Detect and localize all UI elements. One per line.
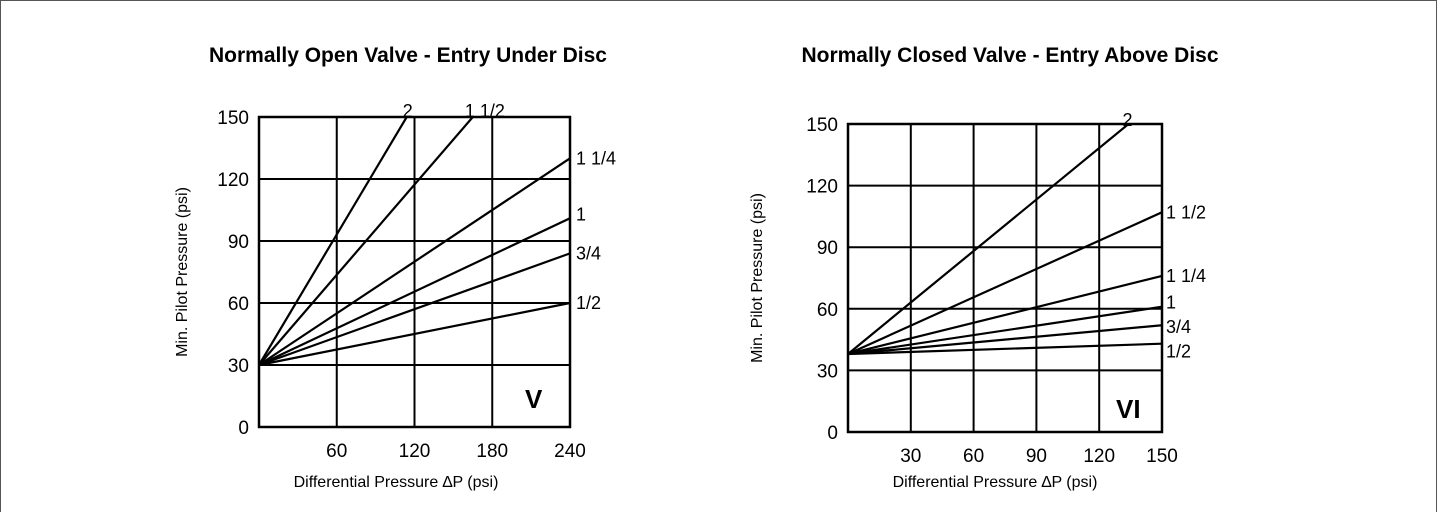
series-label: 2 [403,101,413,121]
x-tick-label: 30 [900,446,921,467]
series-label: 3/4 [576,243,601,263]
series-label: 1 1/4 [1166,266,1206,286]
series-line-2 [847,123,1130,355]
series-line-2 [258,116,408,366]
panel-label-vi: VI [1116,394,1141,424]
y-tick-label: 0 [238,418,249,439]
series-line-1 [258,217,571,366]
y-tick-label: 60 [817,300,838,321]
series-line-1 [847,305,1163,356]
series-line-1-1-4 [258,157,571,366]
y-tick-label: 60 [228,294,249,315]
panel-label-v: V [525,384,543,414]
x-tick-label: 60 [963,446,984,467]
x-tick-label: 150 [1146,446,1178,467]
series-line-3-4 [847,324,1163,356]
x-tick-label: 120 [399,441,431,462]
plot-border [846,122,1164,434]
series-label: 1 [576,204,586,224]
series-line-3-4 [258,252,571,367]
series-label: 1/2 [1166,342,1191,362]
x-axis-label-2: Differential Pressure ∆P (psi) [893,474,1098,491]
series-line-1-1-2 [847,211,1163,355]
plot-border [257,115,572,429]
x-tick-label: 240 [554,441,586,462]
plot-area-1: 60 120 180 240 0 30 60 90 120 150 2 1 1/2 1 1/4 1 3/4 1… [217,101,616,462]
series-label: 1 1/2 [1166,202,1206,222]
x-axis-label-1: Differential Pressure ∆P (psi) [294,474,499,491]
y-tick-label: 150 [806,115,838,136]
y-tick-label: 30 [228,356,249,377]
series-line-1-1-4 [847,274,1163,356]
y-tick-label: 90 [817,238,838,259]
y-tick-label: 90 [228,232,249,253]
chart-title-1: Normally Open Valve - Entry Under Disc [209,44,607,67]
y-tick-label: 30 [817,361,838,382]
x-tick-label: 180 [476,441,508,462]
y-tick-label: 120 [217,170,249,191]
y-axis-label-1: Min. Pilot Pressure (psi) [174,187,191,357]
plot-area-2: 30 60 90 120 150 0 30 60 90 120 150 2 1 1/2 1 1/4 1 3/4… [806,110,1206,467]
y-tick-label: 150 [217,108,249,129]
series-line-1-1-2 [258,116,474,366]
x-tick-label: 60 [326,441,347,462]
series-line-1-2 [258,301,571,367]
y-tick-label: 120 [806,177,838,198]
series-label: 1 1/4 [576,148,616,168]
x-tick-label: 90 [1026,446,1047,467]
series-label: 1/2 [576,293,601,313]
chart-title-2: Normally Closed Valve - Entry Above Disc [801,44,1218,67]
series-label: 3/4 [1166,317,1191,337]
series-label: 1 1/2 [465,101,505,121]
series-label: 1 [1166,293,1176,313]
y-axis-label-2: Min. Pilot Pressure (psi) [749,193,766,363]
y-tick-label: 0 [827,423,838,444]
series-line-1-2 [847,342,1163,356]
x-tick-label: 120 [1083,446,1115,467]
series-label: 2 [1123,110,1133,130]
